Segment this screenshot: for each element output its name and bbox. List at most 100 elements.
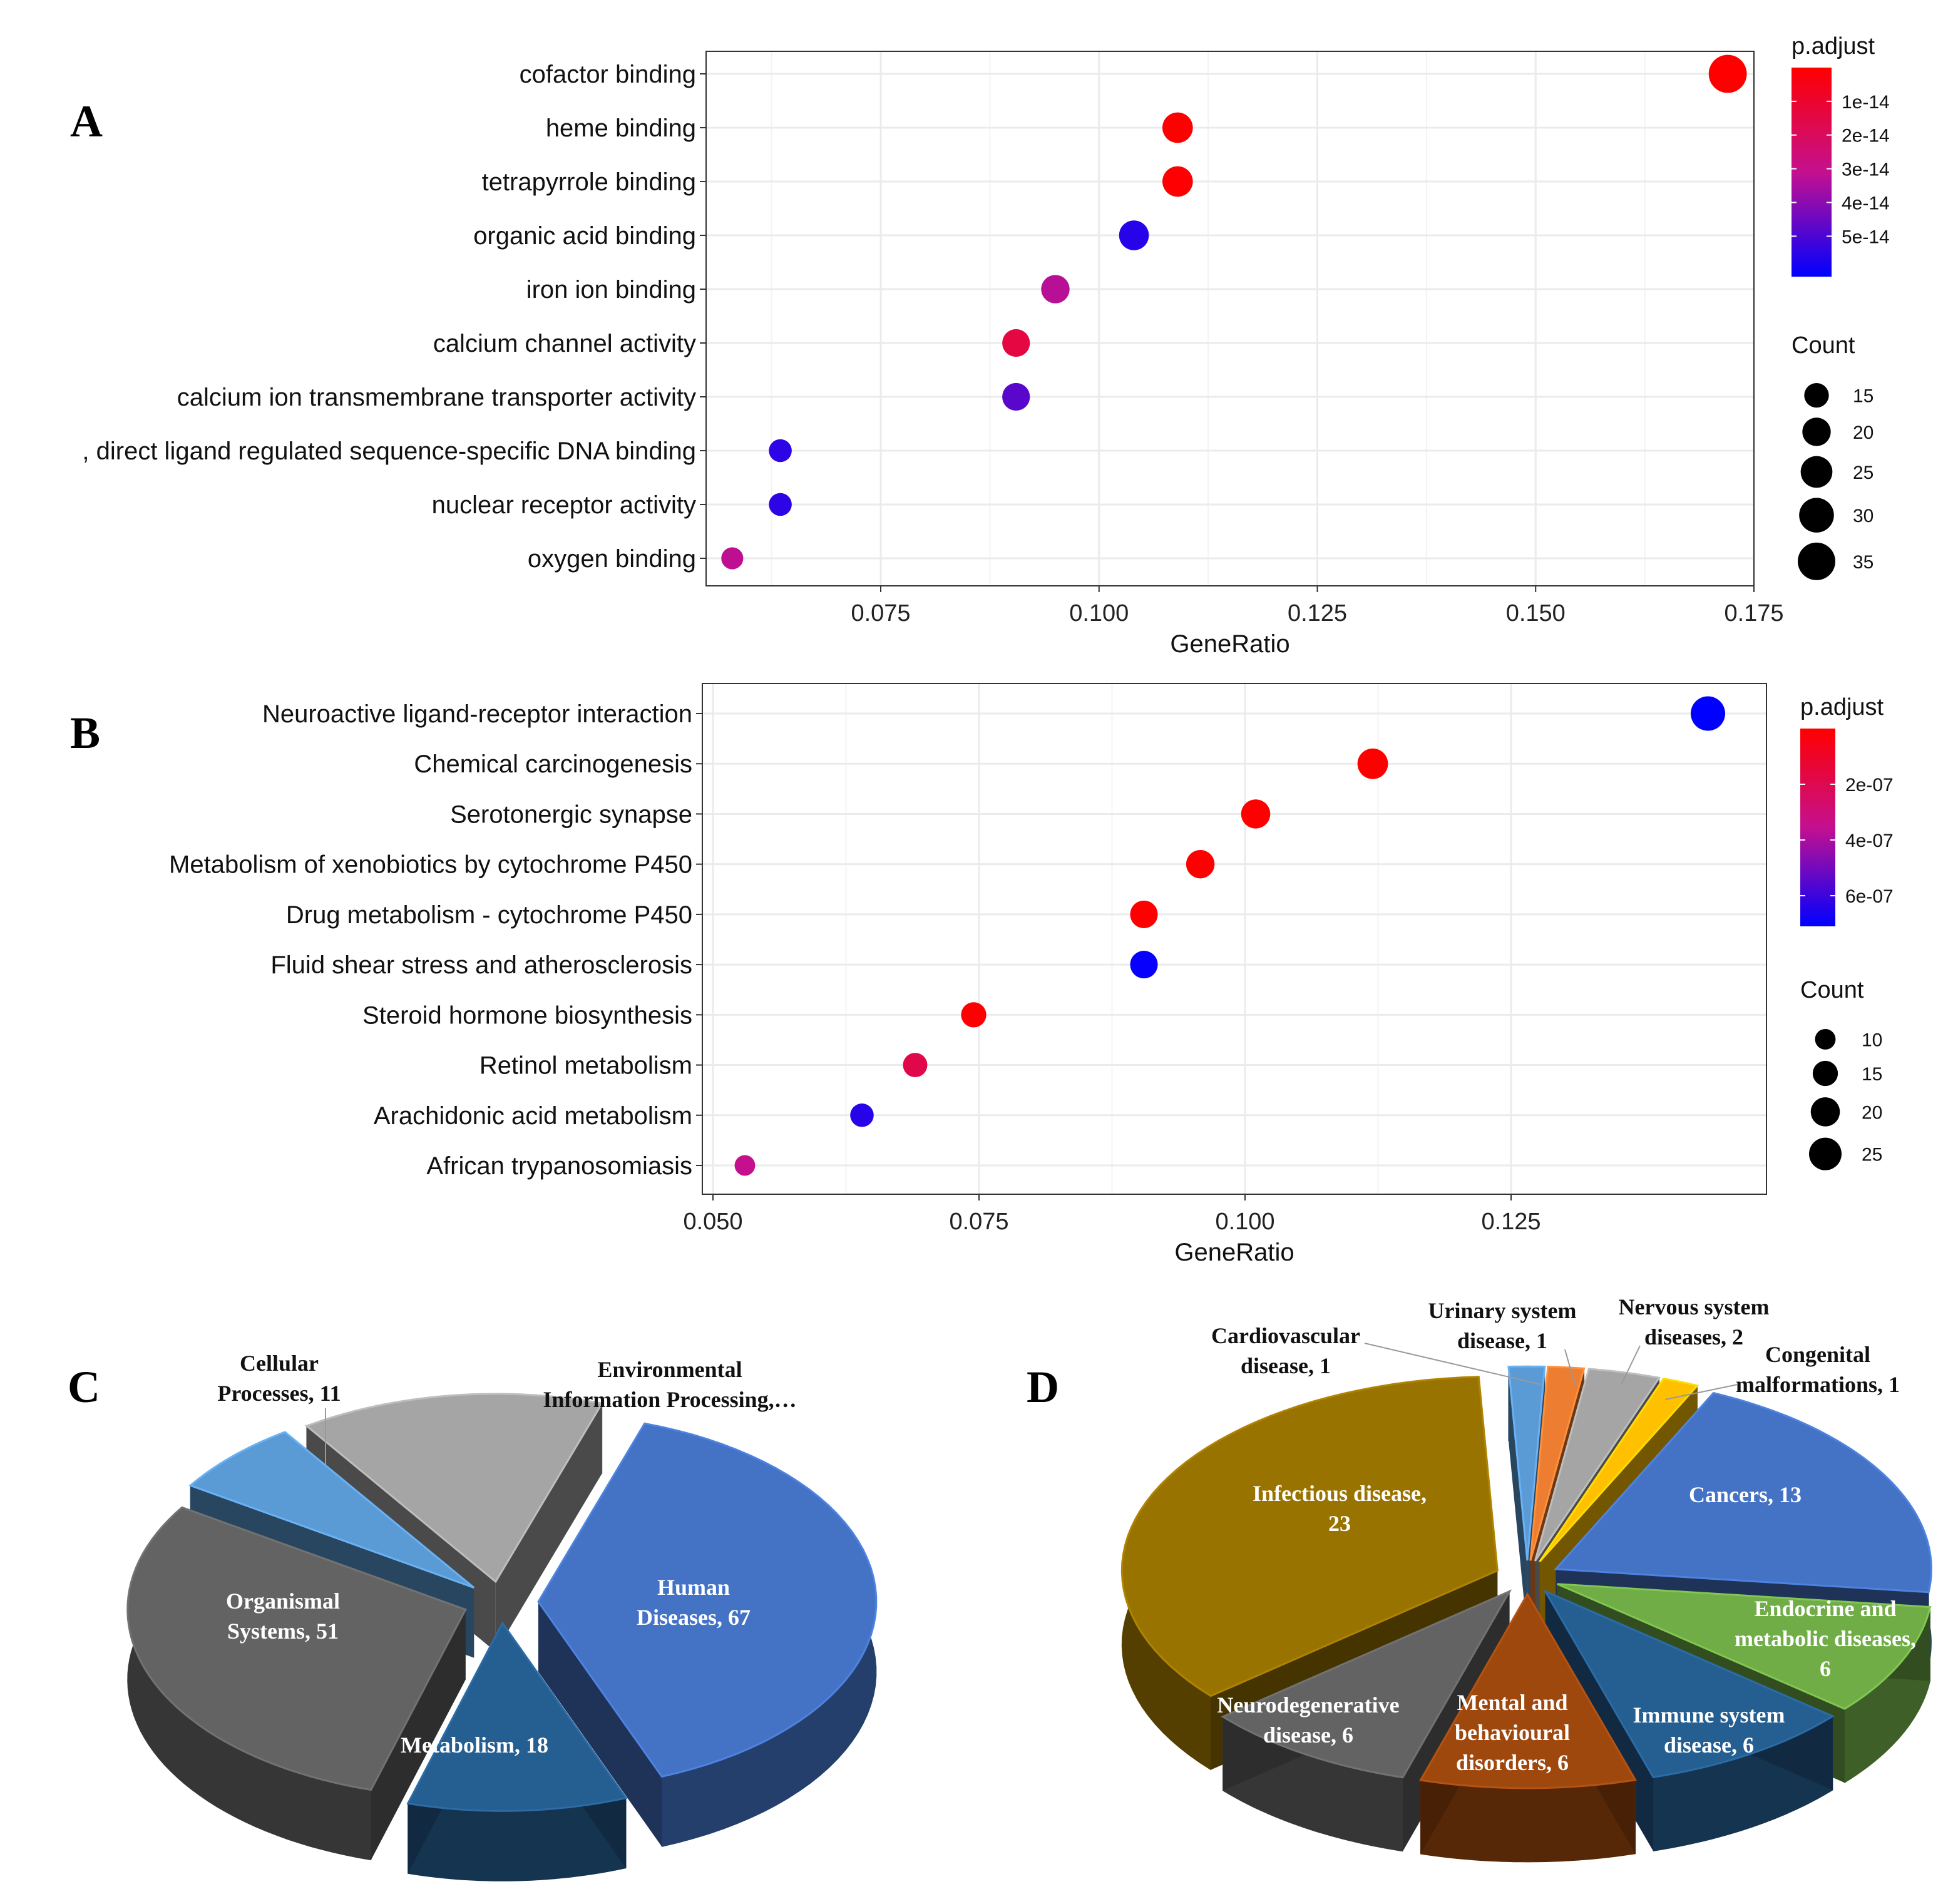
panel-b-legend-size-dot <box>1812 1060 1838 1087</box>
panel-d-leader-line <box>1564 1349 1576 1385</box>
panel-d-slice-label: disease, 1 <box>1241 1353 1331 1378</box>
panel-d-leader-line <box>1621 1345 1641 1385</box>
panel-b-legend-size-label: 20 <box>1862 1102 1882 1123</box>
panel-d-slice-label: Neurodegenerative <box>1217 1692 1399 1717</box>
panel-b-point <box>1690 696 1726 731</box>
panel-d-slice-label: disorders, 6 <box>1456 1750 1569 1775</box>
panel-b-point <box>903 1053 928 1078</box>
panel-a-legend-color-title: p.adjust <box>1792 33 1875 59</box>
panel-c-pie: Human Diseases, 67 Metabolism, 18 Organisma… <box>126 1351 878 1881</box>
panel-a-legend-size-label: 25 <box>1853 463 1874 483</box>
panel-d-slice-label: Infectious disease, <box>1253 1481 1427 1506</box>
panel-d-slice-label: malformations, 1 <box>1736 1372 1900 1397</box>
panel-b-legend-size-label: 15 <box>1862 1064 1882 1085</box>
panel-b-term-label: Steroid hormone biosynthesis <box>362 1001 692 1029</box>
panel-a-term-label: calcium channel activity <box>433 330 696 357</box>
panel-a-x-tick-label: 0.125 <box>1288 600 1347 627</box>
panel-letter-d: D <box>1027 1362 1059 1412</box>
panel-c-slice-top <box>126 1506 467 1791</box>
panel-b: B <box>70 708 100 758</box>
panel-b-term-label: Chemical carcinogenesis <box>414 750 692 778</box>
panel-a-colorbar <box>1792 68 1832 277</box>
panel-c-slice-label: Processes, 11 <box>217 1381 341 1406</box>
panel-b-point <box>850 1103 874 1127</box>
panel-b-plot-bg <box>702 683 1766 1194</box>
panel-b-legend-size-label: 25 <box>1862 1145 1882 1165</box>
panel-d-slice-top <box>1557 1583 1932 1710</box>
panel-a-x-tick-label: 0.100 <box>1069 600 1129 627</box>
panel-a-legend-size-dot <box>1798 542 1835 580</box>
panel-d-slice-label: 23 <box>1328 1511 1351 1536</box>
panel-c-slice-label: Organismal <box>226 1589 340 1614</box>
panel-a-legend-size-title: Count <box>1792 332 1855 359</box>
panel-a-x-axis-title: GeneRatio <box>1170 630 1289 658</box>
panel-a-legend-size-dot <box>1804 383 1829 408</box>
panel-a-colorbar-label: 4e-14 <box>1842 193 1890 213</box>
panel-b-colorbar-label: 6e-07 <box>1845 886 1894 907</box>
panel-d-leader-line <box>1664 1384 1738 1400</box>
panel-b-term-label: Retinol metabolism <box>479 1052 692 1080</box>
panel-d-slice-label: diseases, 2 <box>1644 1324 1743 1349</box>
panel-b-x-axis-title: GeneRatio <box>1174 1239 1294 1266</box>
panel-b-frame <box>702 683 1767 1195</box>
panel-c-slice-label: Diseases, 67 <box>637 1605 751 1630</box>
panel-a-term-label: organic acid binding <box>473 222 696 250</box>
panel-d-slice-label: metabolic diseases, <box>1735 1626 1916 1651</box>
panel-a-point <box>1002 329 1030 357</box>
panel-a-point <box>1708 54 1747 93</box>
panel-d-slice-top <box>1543 1589 1835 1779</box>
panel-b-x-tick-label: 0.100 <box>1215 1209 1274 1235</box>
panel-letter-b: B <box>70 708 100 758</box>
panel-d-slice-top <box>1221 1589 1512 1779</box>
panel-a-term-label: nuclear receptor activity <box>432 491 696 519</box>
panel-a-term-label: tetrapyrrole binding <box>482 168 696 196</box>
panel-b-legend-size-dot <box>1810 1097 1840 1127</box>
panel-b-legend-size-label: 10 <box>1862 1030 1882 1050</box>
panel-a-point <box>1162 166 1193 197</box>
panel-a-term-label: heme binding <box>546 115 696 142</box>
panel-a-legend-size-label: 30 <box>1853 506 1874 526</box>
panel-b-dotplot: 0.050 0.075 0.100 0.125 Neuroactive ligand-r… <box>169 683 1894 1266</box>
panel-a-point <box>769 439 792 463</box>
panel-d-slice-label: Cardiovascular <box>1211 1323 1360 1348</box>
panel-d-slice-label: Immune system <box>1633 1702 1785 1727</box>
panel-b-point <box>1130 951 1158 979</box>
panel-d-leader-line <box>1364 1343 1542 1385</box>
panel-c-slice-label: Cellular <box>240 1351 319 1376</box>
panel-a-point <box>1162 112 1193 143</box>
panel-b-legend-size-title: Count <box>1800 977 1864 1003</box>
panel-a-point <box>721 547 744 570</box>
panel-b-legend-size-dot <box>1815 1029 1836 1050</box>
panel-c-slice-label: Information Processing,… <box>543 1387 796 1412</box>
panel-d-slice-top <box>1539 1377 1699 1563</box>
panel-d-slice-wall <box>1508 1366 1527 1635</box>
panel-a-colorbar-label: 1e-14 <box>1842 92 1890 113</box>
panel-d-slice-label: Mental and <box>1457 1690 1567 1715</box>
panel-b-x-tick-label: 0.075 <box>949 1209 1008 1235</box>
panel-letter-c: C <box>68 1362 100 1412</box>
panel-d-slice-label: Cancers, 13 <box>1689 1482 1802 1507</box>
panel-a-x-tick-label: 0.175 <box>1724 600 1783 627</box>
panel-b-point <box>734 1155 756 1176</box>
panel-d-slice-label: Nervous system <box>1619 1294 1770 1319</box>
panel-d-slice-top <box>1554 1391 1932 1594</box>
panel-b-point <box>1241 799 1271 829</box>
panel-c-slice-label: Human <box>657 1575 730 1600</box>
panel-a-x-tick-label: 0.075 <box>851 600 910 627</box>
panel-d-slice-label: 6 <box>1820 1656 1831 1681</box>
panel-a-point <box>1002 382 1030 411</box>
panel-a-colorbar-label: 2e-14 <box>1842 126 1890 146</box>
panel-b-term-label: Neuroactive ligand-receptor interaction <box>262 700 692 728</box>
panel-a-x-tick-label: 0.150 <box>1506 600 1566 627</box>
panel-b-term-label: African trypanosomiasis <box>426 1152 692 1180</box>
panel-b-point <box>1130 900 1158 928</box>
panel-b-term-label: Fluid shear stress and atherosclerosis <box>270 951 692 979</box>
panel-a-point <box>769 493 792 516</box>
panel-a-term-label: cofactor binding <box>520 61 696 88</box>
panel-a-plot-bg <box>706 51 1754 586</box>
panel-a-legend-size-label: 15 <box>1853 386 1874 407</box>
panel-c: C <box>68 1362 100 1412</box>
panel-d: D <box>1027 1362 1059 1412</box>
panel-a-legend-size-label: 35 <box>1853 552 1874 573</box>
panel-a-dotplot: 0.075 0.100 0.125 0.150 0.175 cofactor bindin… <box>82 33 1889 658</box>
